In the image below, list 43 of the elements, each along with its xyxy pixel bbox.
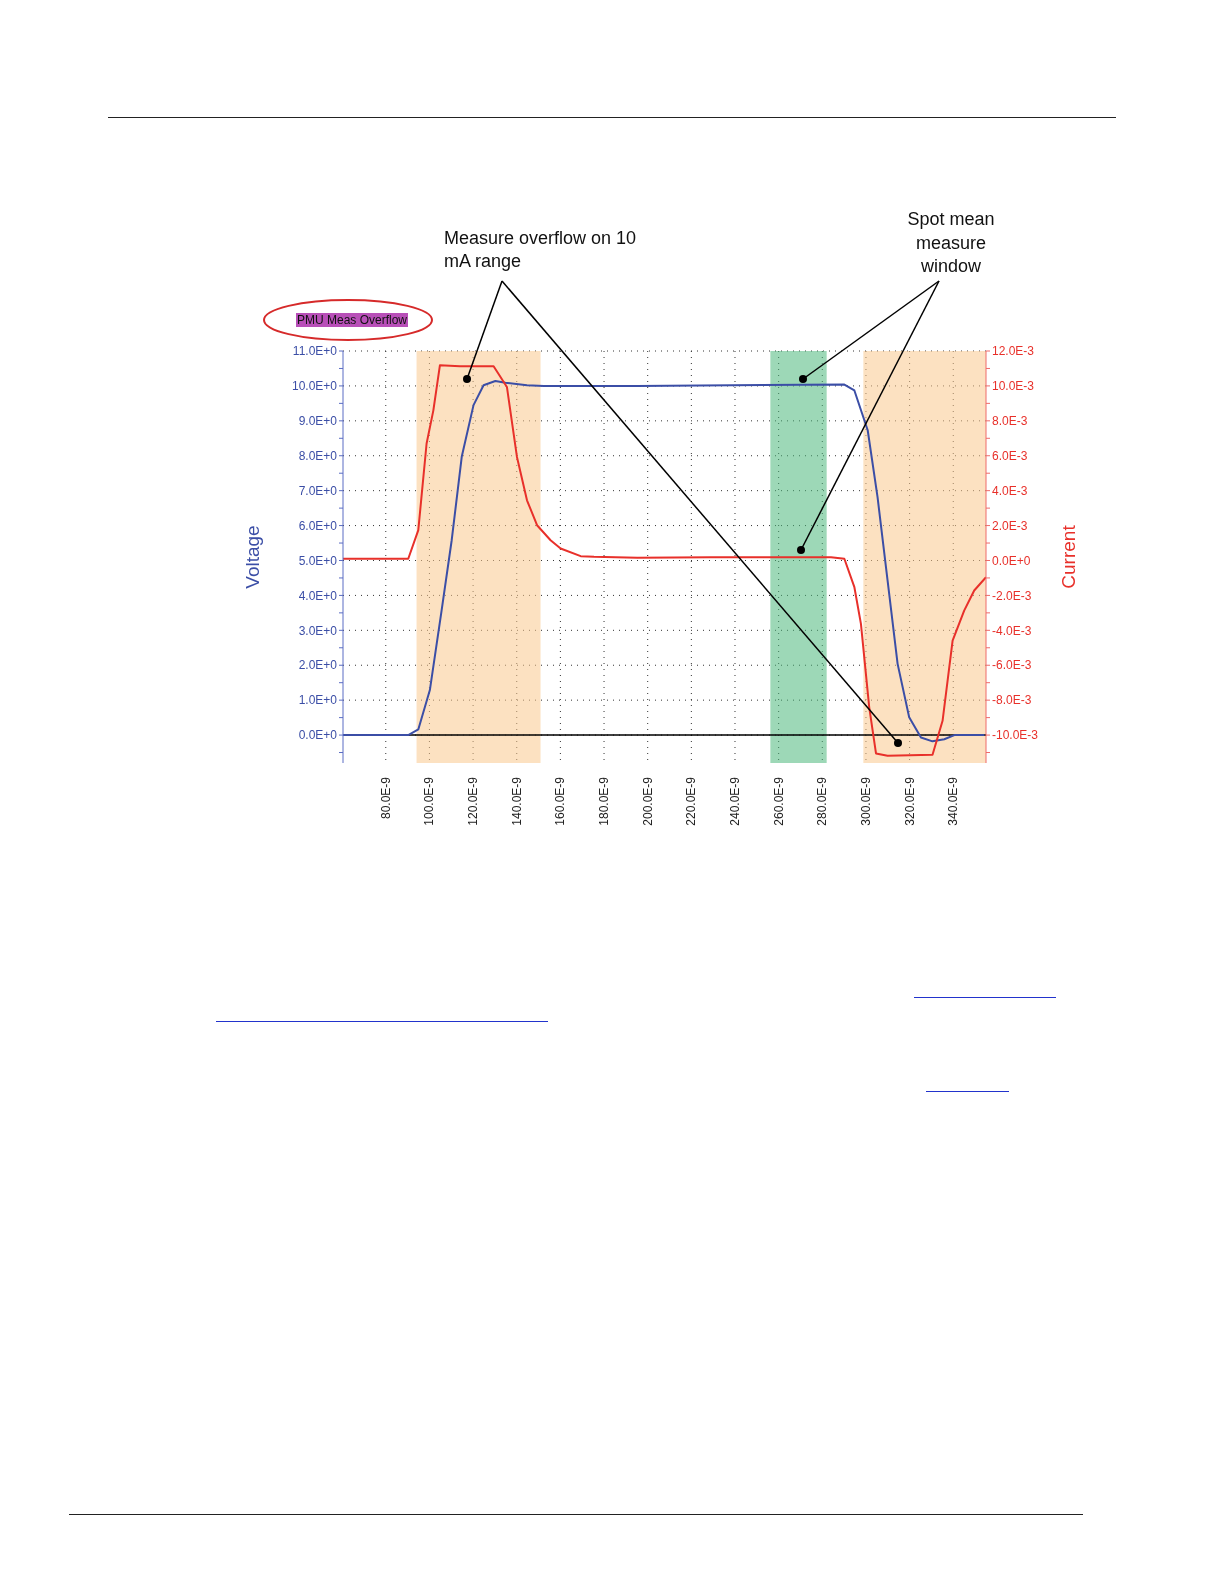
y-tick-label: 5.0E+0 [298,553,338,568]
y-tick-label: 1.0E+0 [298,693,338,708]
y-tick-label: 6.0E+0 [298,518,338,533]
y-tick-label: 11.0E+0 [292,344,338,359]
y-tick-label: 10.0E+0 [291,379,338,394]
y2-tick-label: -8.0E-3 [992,693,1032,708]
y2-axis-title: Current [1057,524,1079,589]
x-tick-label: 300.0E-9 [858,776,873,826]
y2-tick-label: -2.0E-3 [992,588,1032,603]
x-tick-label: 340.0E-9 [946,776,961,826]
y-tick-label: 3.0E+0 [298,623,338,638]
y2-tick-label: 4.0E-3 [992,483,1028,498]
text: PMU Meas Overflow [296,313,409,327]
x-tick-label: 320.0E-9 [902,776,917,826]
text: Spot mean measure window [906,208,996,278]
y2-tick-label: 0.0E+0 [992,553,1031,568]
y-tick-label: 4.0E+0 [298,588,338,603]
y-tick-label: 2.0E+0 [298,658,338,673]
x-tick-label: 260.0E-9 [771,776,786,826]
y-tick-label: 0.0E+0 [298,728,338,743]
y-tick-label: 7.0E+0 [298,483,338,498]
y2-tick-label: 12.0E-3 [992,344,1035,359]
x-tick-label: 120.0E-9 [466,776,481,826]
x-tick-label: 200.0E-9 [640,776,655,826]
x-tick-label: 100.0E-9 [422,776,437,826]
y-axis-title: Voltage [241,525,263,589]
y2-tick-label: -6.0E-3 [992,658,1032,673]
y2-tick-label: 6.0E-3 [992,449,1028,464]
text: Measure overflow on 10 mA range [444,227,638,273]
x-tick-label: 140.0E-9 [509,776,524,826]
y2-tick-label: 8.0E-3 [992,414,1028,429]
y2-tick-label: 10.0E-3 [992,379,1035,394]
y2-tick-label: -10.0E-3 [992,728,1039,743]
x-tick-label: 280.0E-9 [815,776,830,826]
y2-tick-label: 2.0E-3 [992,518,1028,533]
x-tick-label: 180.0E-9 [597,776,612,826]
x-tick-label: 220.0E-9 [684,776,699,826]
y-tick-label: 9.0E+0 [298,414,338,429]
x-tick-label: 160.0E-9 [553,776,568,826]
x-tick-label: 240.0E-9 [728,776,742,826]
y-tick-label: 8.0E+0 [298,449,338,464]
y2-tick-label: -4.0E-3 [992,623,1032,638]
x-tick-label: 80.0E-9 [378,776,393,820]
